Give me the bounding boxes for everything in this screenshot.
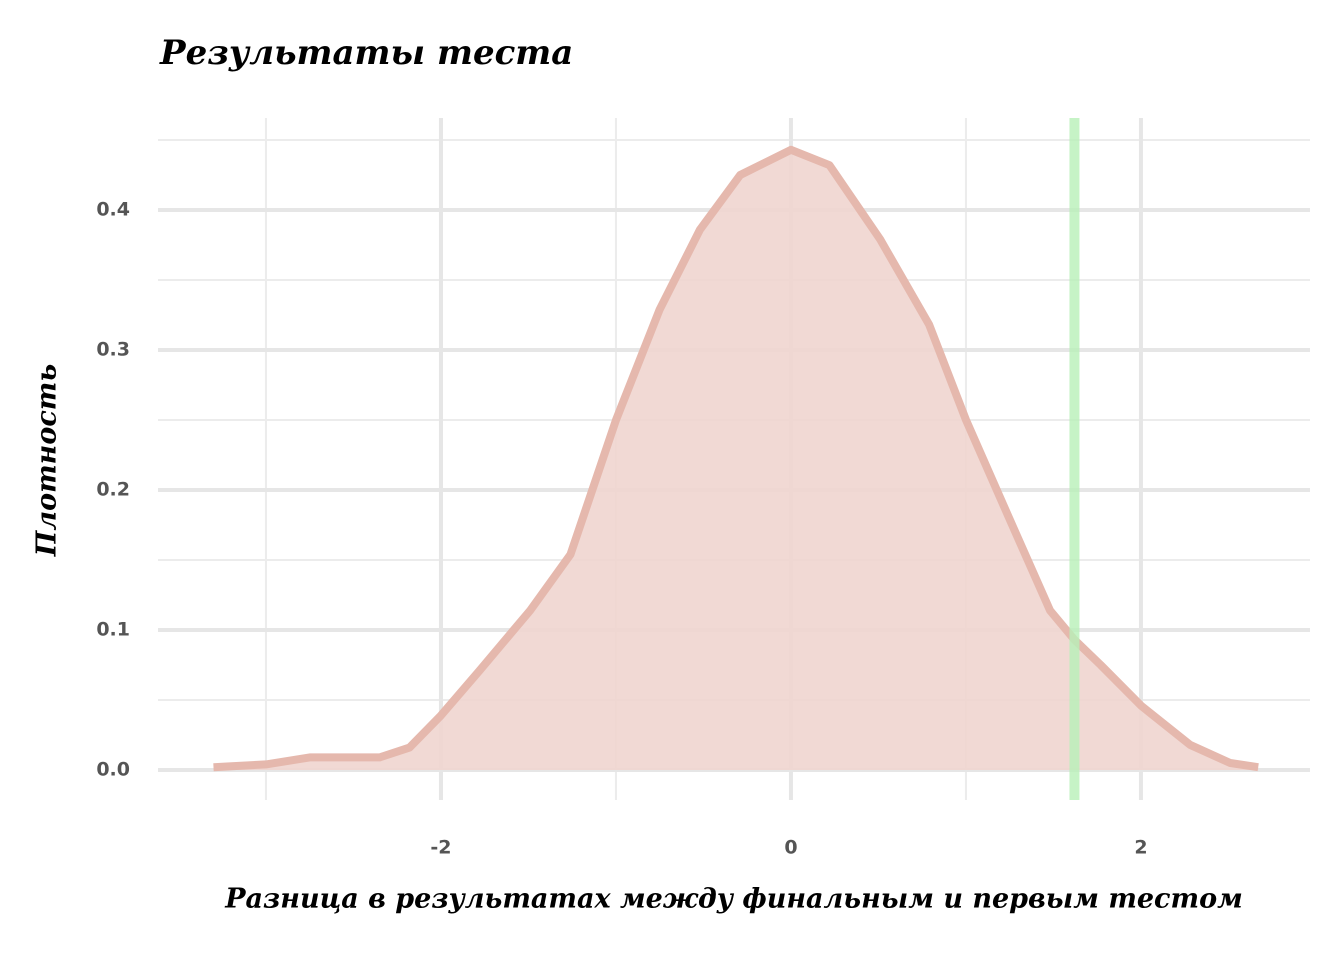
density-area <box>213 149 1259 771</box>
chart-title: Результаты теста <box>159 33 573 73</box>
y-tick-label: 0.2 <box>96 479 130 501</box>
y-tick-label: 0.3 <box>96 339 130 361</box>
density-line <box>213 145 1259 772</box>
x-axis-label: Разница в результатах между финальным и … <box>224 884 1243 915</box>
y-tick-label: 0.4 <box>96 198 130 220</box>
y-axis-label: Плотность <box>32 364 63 557</box>
x-tick-label: 2 <box>1134 837 1147 859</box>
y-tick-label: 0.0 <box>96 759 130 781</box>
x-tick-label: -2 <box>430 837 451 859</box>
y-tick-label: 0.1 <box>96 619 130 641</box>
x-tick-label: 0 <box>784 837 797 859</box>
